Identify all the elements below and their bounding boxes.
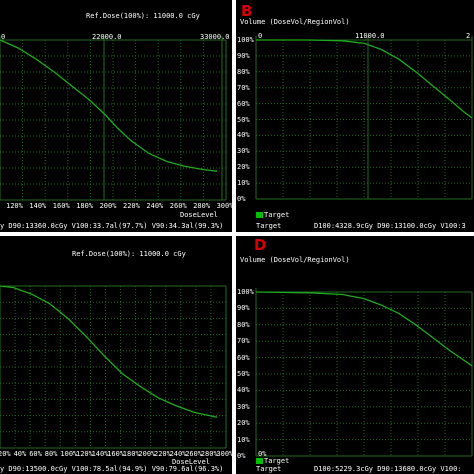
x-tick-label: 120% bbox=[6, 202, 23, 210]
y-tick-label: 60% bbox=[237, 99, 250, 108]
panel-c: Ref.Dose(100%): 11000.0 cGy DoseLevel y … bbox=[0, 236, 232, 474]
y-tick-label: 100% bbox=[237, 36, 254, 44]
x-tick-label: 280% bbox=[200, 450, 218, 458]
x-tick-label: 260% bbox=[185, 450, 203, 458]
y-tick-label: 100% bbox=[237, 288, 254, 296]
panel-a: Ref.Dose(100%): 11000.0 cGy 0 22000.0 33… bbox=[0, 0, 232, 232]
x-tick-label: 240% bbox=[169, 450, 187, 458]
x-tick-label: 160% bbox=[107, 450, 125, 458]
chart-d bbox=[255, 288, 473, 457]
panel-letter-b: B bbox=[241, 2, 253, 20]
legend-swatch-b bbox=[256, 212, 263, 218]
grid-a bbox=[0, 36, 227, 201]
panel-b: B Volume (DoseVol/RegionVol) 0 11000.0 2… bbox=[236, 0, 474, 232]
legend-label-b: Target bbox=[264, 211, 290, 219]
y-tick-label: 50% bbox=[237, 115, 250, 124]
ylabel-d: Volume (DoseVol/RegionVol) bbox=[240, 256, 350, 264]
y-tick-label: 70% bbox=[237, 83, 250, 92]
x-tick-label: 120% bbox=[76, 450, 93, 458]
y-tick-label: 30% bbox=[237, 402, 250, 411]
x-tick-label: 200% bbox=[138, 450, 156, 458]
top-tick-a-0: 0 bbox=[1, 33, 6, 41]
panel-letter-d: D bbox=[254, 236, 267, 254]
x-tick-label: 100% bbox=[60, 450, 78, 458]
y-tick-label: 80% bbox=[237, 320, 250, 329]
x-tick-label: 60% bbox=[29, 450, 42, 458]
grid-b bbox=[255, 36, 473, 200]
x-tick-label: 40% bbox=[13, 450, 27, 458]
y-tick-label: 0% bbox=[237, 452, 246, 460]
dvh-curve-b bbox=[256, 39, 473, 119]
grid-c bbox=[0, 285, 227, 449]
ylabel-b: Volume (DoseVol/RegionVol) bbox=[240, 18, 350, 26]
y-tick-label: 20% bbox=[237, 419, 250, 428]
y-tick-label: 30% bbox=[237, 147, 250, 156]
x-tick-label: 300% bbox=[216, 202, 232, 210]
y-tick-label: 0% bbox=[237, 195, 246, 203]
top-tick-b-1: 11000.0 bbox=[355, 32, 385, 40]
x-tick-label: 280% bbox=[193, 202, 211, 210]
stats-c: y D90:13500.0cGy V100:78.5al(94.9%) V90:… bbox=[0, 465, 224, 473]
x-tick-label: 20% bbox=[0, 450, 11, 458]
x-tick-label: 200% bbox=[99, 202, 117, 210]
stats-d: D100:5229.3cGy D90:13680.0cGy V100: bbox=[314, 465, 462, 473]
x-tick-d-0: 0% bbox=[258, 450, 267, 458]
top-tick-b-0: 0 bbox=[258, 32, 263, 40]
x-tick-label: 140% bbox=[91, 450, 109, 458]
y-tick-label: 50% bbox=[237, 370, 250, 378]
xlabel-a: DoseLevel bbox=[180, 211, 218, 219]
y-tick-label: 20% bbox=[237, 163, 250, 172]
top-tick-b-2: 2 bbox=[466, 32, 471, 40]
dvh-curve-a bbox=[0, 39, 218, 172]
stats-a: y D90:13360.0cGy V100:33.7al(97.7%) V90:… bbox=[0, 222, 224, 230]
stats-label-b: Target bbox=[256, 222, 282, 230]
legend-swatch-d bbox=[256, 458, 263, 464]
y-tick-label: 80% bbox=[237, 67, 250, 76]
panel-d: D Volume (DoseVol/RegionVol) 0% Target T… bbox=[236, 236, 474, 474]
stats-label-d: Target bbox=[256, 465, 282, 473]
x-tick-label: 180% bbox=[122, 450, 140, 458]
chart-a bbox=[0, 36, 227, 201]
x-tick-label: 260% bbox=[169, 202, 187, 210]
legend-label-d: Target bbox=[264, 457, 290, 465]
x-tick-label: 160% bbox=[52, 202, 70, 210]
x-tick-label: 180% bbox=[76, 202, 94, 210]
ref-dose-a: Ref.Dose(100%): 11000.0 cGy bbox=[86, 12, 200, 20]
top-tick-a-2: 33000.0 bbox=[200, 33, 230, 41]
x-tick-label: 300% bbox=[216, 450, 232, 458]
y-tick-label: 90% bbox=[237, 304, 250, 313]
y-tick-label: 10% bbox=[237, 435, 250, 444]
y-tick-label: 70% bbox=[237, 337, 250, 346]
chart-b bbox=[255, 36, 473, 200]
ref-dose-c: Ref.Dose(100%): 11000.0 cGy bbox=[72, 250, 186, 258]
y-tick-label: 60% bbox=[237, 353, 250, 362]
y-tick-label: 40% bbox=[237, 386, 250, 395]
x-tick-label: 220% bbox=[154, 450, 171, 458]
x-tick-label: 140% bbox=[29, 202, 47, 210]
stats-b: D100:4328.9cGy D90:13100.0cGy V100:3 bbox=[314, 222, 466, 230]
xlabel-c: DoseLevel bbox=[172, 458, 210, 466]
x-tick-label: 240% bbox=[146, 202, 164, 210]
grid-d bbox=[255, 288, 473, 457]
dvh-curve-c bbox=[0, 285, 218, 418]
y-tick-label: 90% bbox=[237, 51, 250, 60]
chart-c bbox=[0, 285, 227, 449]
x-tick-label: 80% bbox=[44, 450, 58, 458]
dvh-curve-d bbox=[255, 291, 473, 367]
top-tick-a-1: 22000.0 bbox=[92, 33, 122, 41]
y-tick-label: 40% bbox=[237, 131, 250, 140]
y-tick-label: 10% bbox=[237, 179, 250, 188]
x-tick-label: 220% bbox=[123, 202, 140, 210]
